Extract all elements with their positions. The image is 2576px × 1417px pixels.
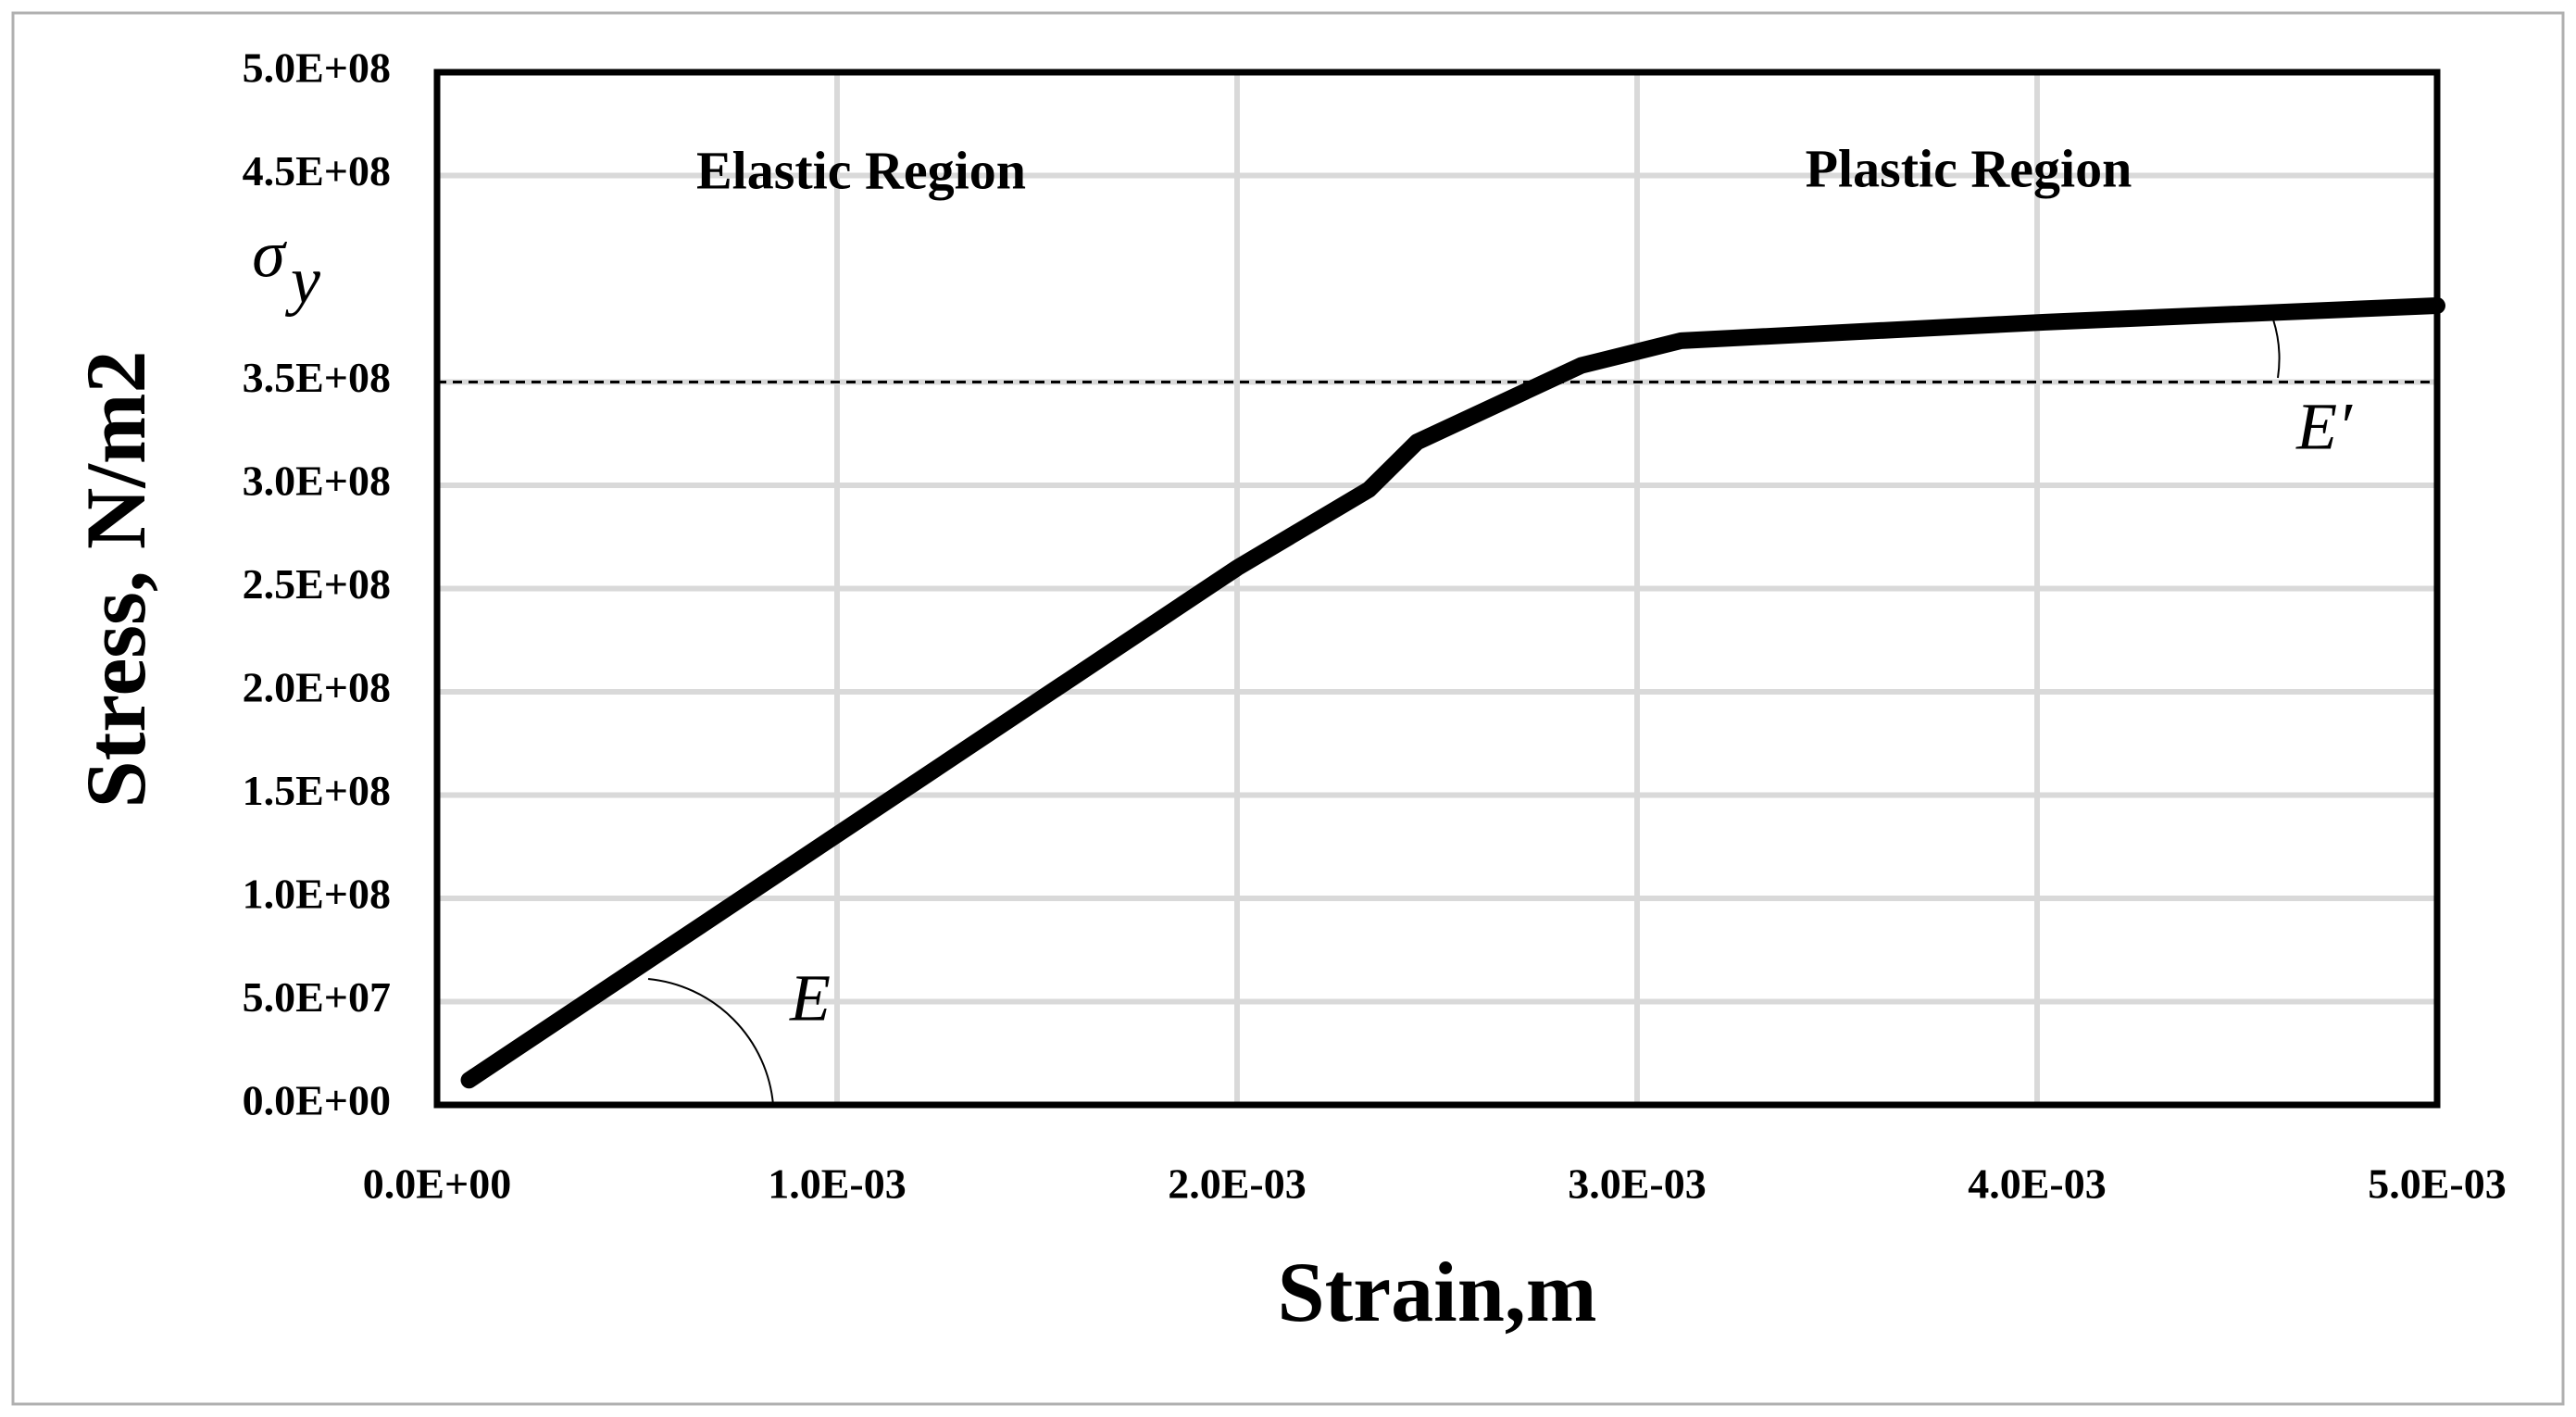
x-tick-label: 5.0E-03 bbox=[2368, 1160, 2507, 1208]
y-tick-label: 5.0E+07 bbox=[243, 973, 391, 1021]
grid bbox=[434, 69, 2440, 1108]
y-tick-label: 5.0E+08 bbox=[243, 44, 391, 92]
y-tick-label: 2.0E+08 bbox=[243, 664, 391, 711]
y-tick-label: 4.5E+08 bbox=[243, 147, 391, 194]
plot bbox=[433, 69, 2445, 1109]
yield-subscript: y bbox=[284, 244, 320, 318]
region-label: Plastic Region bbox=[1806, 138, 2132, 198]
x-tick-label: 4.0E-03 bbox=[1968, 1160, 2107, 1208]
x-tick-label: 2.0E-03 bbox=[1168, 1160, 1307, 1208]
x-tick-label: 1.0E-03 bbox=[768, 1160, 907, 1208]
outer-border bbox=[11, 11, 2565, 1406]
x-axis-title: Strain,m bbox=[1278, 1245, 1597, 1339]
y-tick-label: 3.5E+08 bbox=[243, 354, 391, 401]
y-tick-label: 2.5E+08 bbox=[243, 560, 391, 608]
x-tick-label: 3.0E-03 bbox=[1568, 1160, 1707, 1208]
yield-symbol: σ bbox=[252, 218, 287, 292]
y-axis-title: Stress, N/m2 bbox=[69, 350, 163, 808]
labels: 0.0E+00 1.0E-03 2.0E-03 3.0E-03 4.0E-03 5.0E-… bbox=[69, 44, 2507, 1340]
x-tick-label: 0.0E+00 bbox=[363, 1160, 511, 1208]
modulus-label: E bbox=[789, 961, 831, 1035]
tangent-modulus-label: E′ bbox=[2295, 390, 2353, 464]
data-line bbox=[460, 296, 2445, 1089]
tangent-arc bbox=[2272, 319, 2281, 379]
y-tick-label: 1.0E+08 bbox=[243, 871, 391, 918]
modulus-arc bbox=[647, 978, 774, 1106]
region-label: Elastic Region bbox=[696, 140, 1026, 200]
y-tick-label: 3.0E+08 bbox=[243, 458, 391, 505]
plot-frame bbox=[433, 69, 2441, 1109]
y-tick-label: 1.5E+08 bbox=[243, 767, 391, 814]
y-tick-label: 0.0E+00 bbox=[243, 1077, 391, 1124]
